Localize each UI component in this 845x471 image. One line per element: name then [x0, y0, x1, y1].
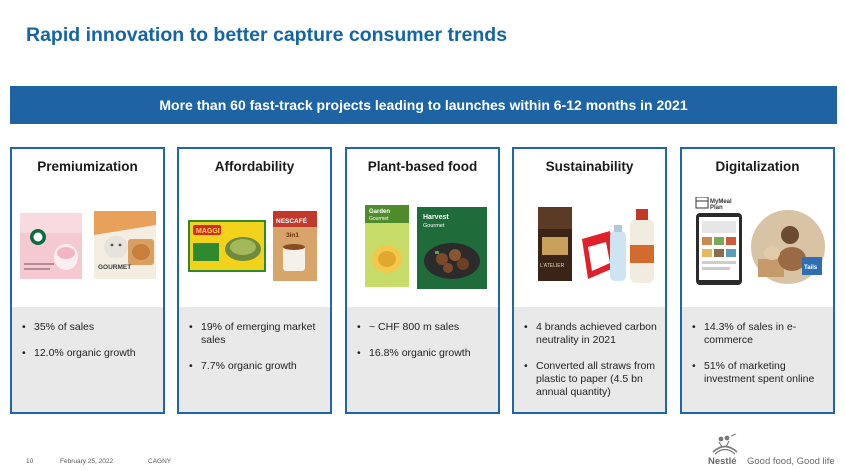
product-illustration: L'ATELIER — [538, 207, 654, 283]
card-title: Plant-based food — [367, 159, 478, 174]
nescafe-sub-label: 3in1 — [286, 232, 299, 239]
card-premiumization: Premiumization GOURMET 35% of sales 12. — [10, 147, 165, 414]
nescafe-label: NESCAFÉ — [276, 216, 308, 225]
footer-event: CAGNY — [148, 458, 172, 465]
headline-banner: More than 60 fast-track projects leading… — [10, 86, 837, 124]
bullet-list: 4 brands achieved carbon neutrality in 2… — [522, 321, 657, 399]
bullet-item: 14.3% of sales in e-commerce — [690, 321, 825, 347]
bullet-list: 19% of emerging market sales 7.7% organi… — [187, 321, 322, 373]
bullet-item: Converted all straws from plastic to pap… — [522, 360, 657, 399]
product-illustration: GOURMET — [20, 211, 156, 279]
card-title: Premiumization — [37, 159, 138, 174]
bullet-panel: 14.3% of sales in e-commerce 51% of mark… — [682, 307, 833, 412]
bullet-item: ~ CHF 800 m sales — [355, 321, 490, 334]
footer-date: February 25, 2022 — [60, 458, 114, 465]
page-number: 10 — [26, 458, 34, 465]
bullet-item: 7.7% organic growth — [187, 360, 322, 373]
mymeal-label: MyMeal — [710, 199, 732, 205]
latelier-label: L'ATELIER — [540, 263, 565, 269]
brand-logo: Nestlé Good food, Good life — [708, 432, 838, 468]
bullet-item: 12.0% organic growth — [20, 347, 155, 360]
harvest-sub-label: Gourmet — [423, 223, 445, 229]
garden-sub-label: Gourmet — [369, 216, 389, 222]
bullet-panel: 35% of sales 12.0% organic growth — [12, 307, 163, 412]
card-title: Digitalization — [715, 159, 800, 174]
maggi-label: MAGGI — [196, 228, 220, 235]
brand-name: Nestlé — [708, 456, 737, 467]
card-affordability: Affordability MAGGI NESCAFÉ 3in1 19% of … — [177, 147, 332, 414]
bullet-list: 35% of sales 12.0% organic growth — [20, 321, 155, 360]
card-title: Sustainability — [545, 159, 634, 174]
banner-text: More than 60 fast-track projects leading… — [159, 97, 688, 113]
product-image-affordability: MAGGI NESCAFÉ 3in1 — [183, 197, 326, 297]
product-image-plant-based: Garden Gourmet Harvest Gourmet — [351, 197, 494, 297]
garden-label: Garden — [369, 209, 390, 215]
bullet-item: 51% of marketing investment spent online — [690, 360, 825, 386]
bullet-panel: 19% of emerging market sales 7.7% organi… — [179, 307, 330, 412]
bullet-list: ~ CHF 800 m sales 16.8% organic growth — [355, 321, 490, 360]
tails-label: Tails — [804, 265, 818, 271]
bullet-item: 19% of emerging market sales — [187, 321, 322, 347]
product-illustration: Garden Gourmet Harvest Gourmet — [365, 205, 487, 289]
card-sustainability: Sustainability L'ATELIER 4 brands achiev… — [512, 147, 667, 414]
card-digitalization: Digitalization MyMeal Plan — [680, 147, 835, 414]
product-image-premiumization: GOURMET — [16, 197, 159, 297]
mymeal-sub-label: Plan — [710, 205, 723, 211]
product-image-digitalization: MyMeal Plan Tails — [686, 196, 829, 297]
bullet-panel: ~ CHF 800 m sales 16.8% organic growth — [347, 307, 498, 412]
product-illustration: MAGGI NESCAFÉ 3in1 — [188, 211, 317, 281]
gourmet-label: GOURMET — [98, 264, 131, 271]
card-plant-based-food: Plant-based food Garden Gourmet Harvest … — [345, 147, 500, 414]
bullet-list: 14.3% of sales in e-commerce 51% of mark… — [690, 321, 825, 386]
product-illustration: MyMeal Plan Tails — [695, 196, 827, 286]
nest-icon — [712, 433, 738, 455]
product-image-sustainability: L'ATELIER — [518, 197, 661, 297]
card-title: Affordability — [214, 159, 295, 174]
bullet-panel: 4 brands achieved carbon neutrality in 2… — [514, 307, 665, 412]
slide-title: Rapid innovation to better capture consu… — [26, 24, 508, 46]
harvest-label: Harvest — [423, 214, 449, 221]
bullet-item: 16.8% organic growth — [355, 347, 490, 360]
bullet-item: 35% of sales — [20, 321, 155, 334]
brand-tagline: Good food, Good life — [747, 456, 835, 467]
bullet-item: 4 brands achieved carbon neutrality in 2… — [522, 321, 657, 347]
